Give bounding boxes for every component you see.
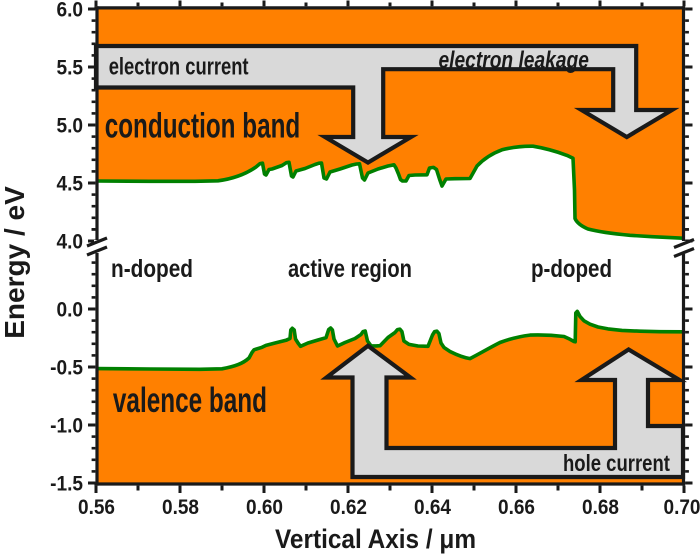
svg-text:0.58: 0.58	[162, 496, 199, 519]
svg-text:0.60: 0.60	[246, 496, 283, 519]
svg-text:0.66: 0.66	[498, 496, 535, 519]
svg-text:0.70: 0.70	[663, 496, 700, 519]
svg-text:-0.5: -0.5	[50, 357, 83, 380]
svg-text:electron leakage: electron leakage	[439, 46, 589, 74]
svg-text:p-doped: p-doped	[531, 254, 612, 282]
svg-text:4.5: 4.5	[56, 173, 83, 196]
svg-text:5.0: 5.0	[56, 115, 83, 138]
svg-text:-1.5: -1.5	[50, 473, 83, 496]
svg-text:conduction band: conduction band	[105, 107, 301, 145]
svg-text:5.5: 5.5	[56, 57, 83, 80]
svg-text:hole current: hole current	[563, 451, 670, 476]
svg-text:0.62: 0.62	[330, 496, 367, 519]
svg-text:6.0: 6.0	[56, 0, 83, 22]
svg-text:active region: active region	[288, 254, 412, 283]
svg-text:n-doped: n-doped	[111, 254, 193, 282]
svg-text:0.64: 0.64	[414, 496, 452, 519]
svg-text:electron current: electron current	[109, 53, 249, 80]
svg-text:Energy / eV: Energy / eV	[0, 186, 30, 339]
svg-text:0.68: 0.68	[582, 496, 619, 519]
svg-text:0.56: 0.56	[78, 496, 115, 519]
svg-text:valence band: valence band	[113, 382, 267, 420]
svg-text:Vertical Axis / μm: Vertical Axis / μm	[275, 525, 476, 554]
svg-text:4.0: 4.0	[56, 231, 83, 254]
svg-text:-1.0: -1.0	[50, 415, 83, 438]
svg-text:0.0: 0.0	[56, 299, 83, 322]
